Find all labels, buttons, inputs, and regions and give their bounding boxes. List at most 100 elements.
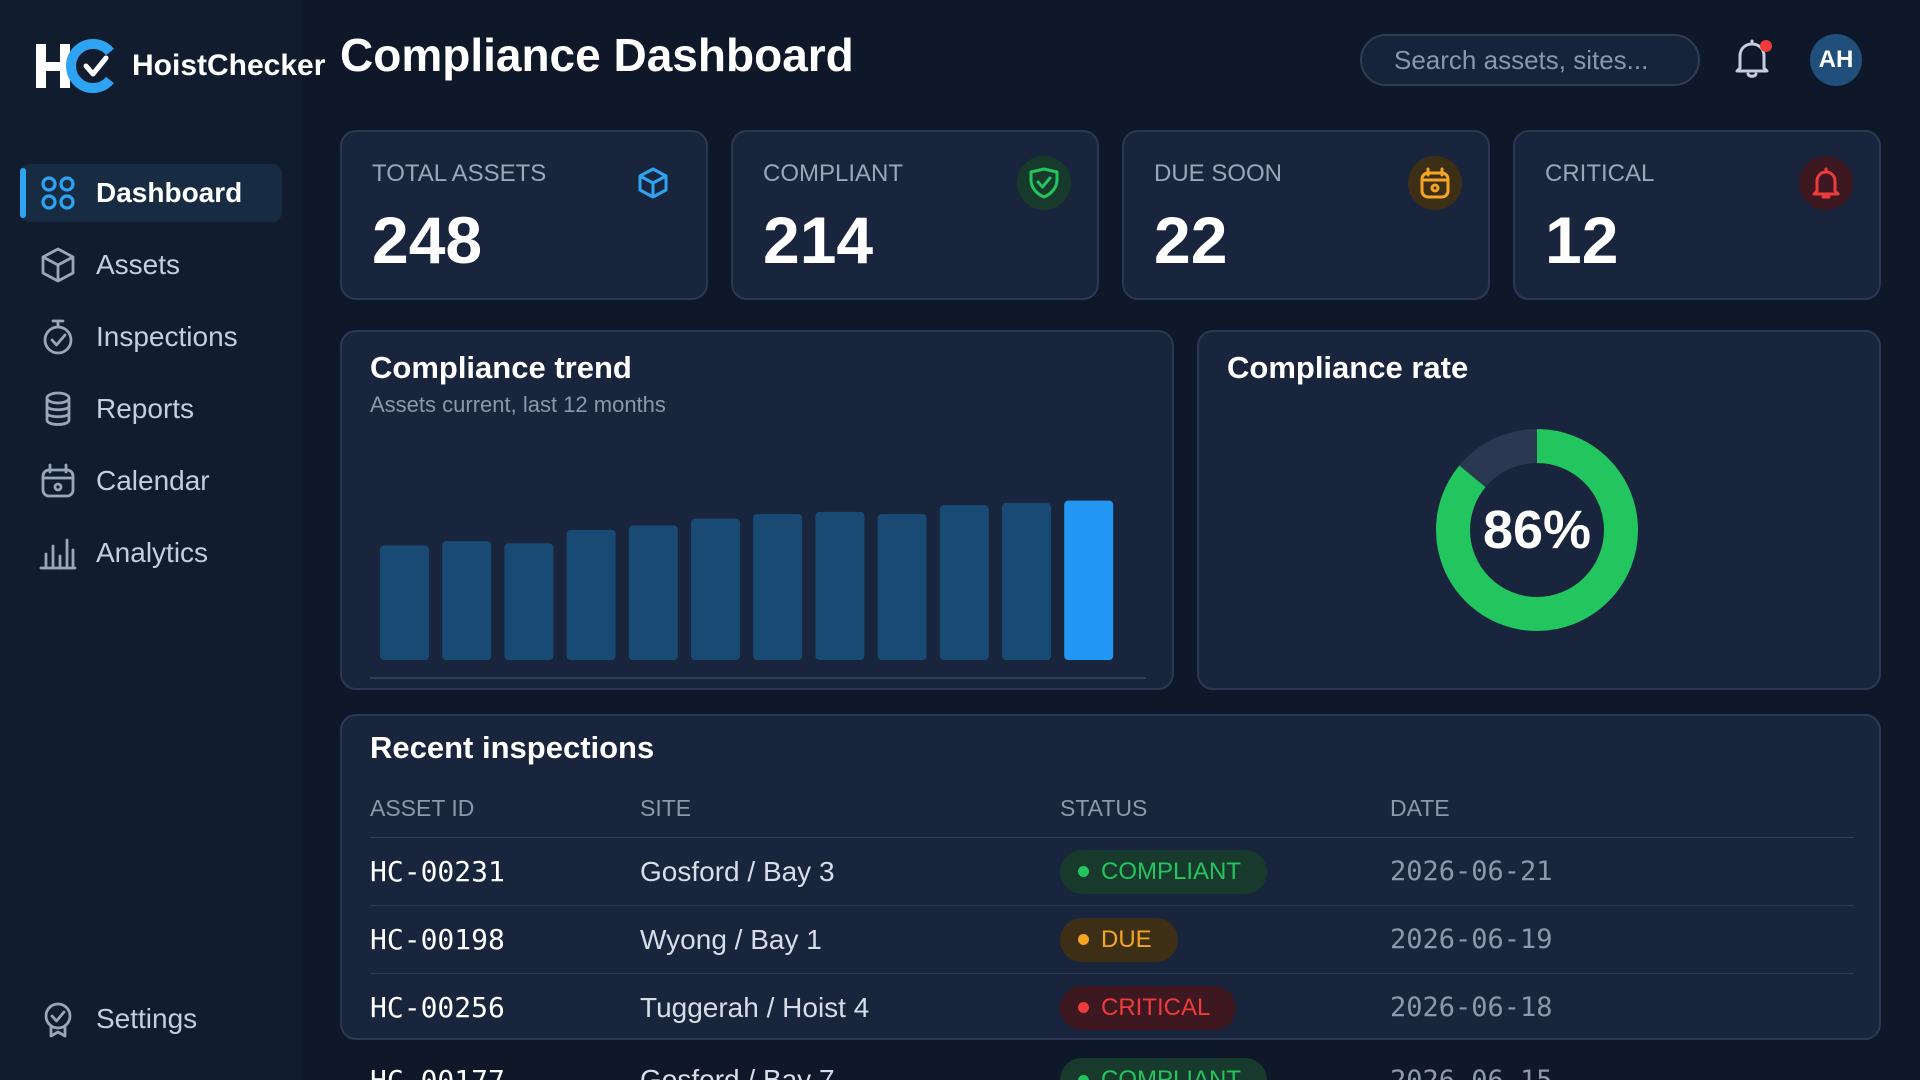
inspections-table: ASSET ID SITE STATUS DATE HC-00231 Gosfo… xyxy=(370,780,1854,1038)
compliance-trend-card: Compliance trend Assets current, last 12… xyxy=(340,330,1174,690)
status-badge: CRITICAL xyxy=(1060,985,1237,1030)
cube-icon xyxy=(38,245,78,285)
search-box[interactable] xyxy=(1360,34,1729,86)
status-badge-label: COMPLIANT xyxy=(1101,857,1242,885)
avatar-initials: AH xyxy=(1818,46,1854,73)
status-badge-label: CRITICAL xyxy=(1101,993,1211,1021)
status-dot xyxy=(1078,1074,1089,1080)
sidebar-item-label: Reports xyxy=(96,393,195,424)
trend-bar[interactable] xyxy=(566,529,616,660)
bell-icon xyxy=(1735,39,1769,78)
sidebar-item-inspections[interactable]: Inspections xyxy=(20,308,282,366)
grid-icon xyxy=(38,173,78,213)
compliance-rate-donut: 86% xyxy=(1436,429,1638,631)
donut-segment-compliant[interactable] xyxy=(1436,429,1638,631)
date-cell: 2026-06-19 xyxy=(1390,924,1553,955)
asset-id-cell[interactable]: HC-00177 xyxy=(370,1063,505,1080)
stat-label: CRITICAL xyxy=(1545,160,1655,187)
sidebar-nav: Dashboard Assets Inspections xyxy=(20,164,282,596)
calendar-icon xyxy=(1408,156,1462,210)
trend-bar[interactable] xyxy=(504,543,554,660)
trend-title: Compliance trend xyxy=(370,350,632,385)
notifications-button[interactable] xyxy=(1730,36,1774,80)
compliance-trend-chart xyxy=(370,500,1146,679)
bar-chart-icon xyxy=(38,533,78,573)
date-cell: 2026-06-15 xyxy=(1390,1064,1553,1080)
status-dot xyxy=(1078,934,1089,945)
sidebar-item-label: Inspections xyxy=(96,321,238,352)
column-header-status[interactable]: STATUS xyxy=(1060,795,1148,821)
table-row[interactable]: HC-00256 Tuggerah / Hoist 4 CRITICAL 202… xyxy=(370,974,1854,1038)
stat-label: TOTAL ASSETS xyxy=(372,160,547,187)
column-header-site[interactable]: SITE xyxy=(640,795,692,821)
stat-label: COMPLIANT xyxy=(763,160,904,187)
rate-title: Compliance rate xyxy=(1227,350,1469,385)
site-cell: Gosford / Bay 3 xyxy=(640,855,835,887)
site-cell: Gosford / Bay 7 xyxy=(640,1064,835,1080)
sidebar: HoistChecker Dashboard Assets xyxy=(0,0,325,1080)
stat-value: 214 xyxy=(763,203,874,277)
sidebar-settings: Settings xyxy=(20,990,282,1062)
trend-bar[interactable] xyxy=(380,545,429,660)
brand-name: HoistChecker xyxy=(132,49,326,82)
sidebar-item-assets[interactable]: Assets xyxy=(20,236,282,294)
avatar[interactable]: AH xyxy=(1810,34,1862,86)
sidebar-item-calendar[interactable]: Calendar xyxy=(20,452,282,510)
asset-id-cell[interactable]: HC-00231 xyxy=(370,855,505,888)
trend-bar[interactable] xyxy=(939,505,989,660)
recent-inspections-card: Recent inspections ASSET ID SITE STATUS … xyxy=(340,714,1881,1040)
compliance-rate-card: Compliance rate 86% xyxy=(1197,330,1881,690)
search-input[interactable] xyxy=(1394,44,1729,76)
sidebar-item-label: Dashboard xyxy=(96,177,243,208)
trend-bar[interactable] xyxy=(442,541,492,660)
page-title: Compliance Dashboard xyxy=(340,29,854,81)
shield-check-icon xyxy=(1017,156,1071,210)
stat-value: 12 xyxy=(1545,203,1619,277)
site-cell: Wyong / Bay 1 xyxy=(640,923,822,955)
cube-icon xyxy=(626,156,680,210)
trend-subtitle: Assets current, last 12 months xyxy=(370,392,666,417)
asset-id-cell[interactable]: HC-00198 xyxy=(370,923,505,956)
brand-logo-icon xyxy=(36,39,114,93)
sidebar-item-label: Calendar xyxy=(96,465,210,496)
table-row[interactable]: HC-00231 Gosford / Bay 3 COMPLIANT 2026-… xyxy=(370,838,1854,906)
sidebar-item-settings[interactable]: Settings xyxy=(20,990,282,1048)
column-header-date[interactable]: DATE xyxy=(1390,795,1450,821)
trend-bar[interactable] xyxy=(877,514,927,660)
brand[interactable]: HoistChecker xyxy=(34,38,325,94)
stat-card-compliant: COMPLIANT 214 xyxy=(731,130,1099,300)
shield-check-icon xyxy=(38,317,78,357)
site-cell: Tuggerah / Hoist 4 xyxy=(640,991,870,1023)
status-cell: COMPLIANT xyxy=(1060,849,1390,894)
status-cell: DUE xyxy=(1060,917,1390,962)
status-dot xyxy=(1078,866,1089,877)
trend-bar[interactable] xyxy=(628,525,678,660)
sidebar-item-analytics[interactable]: Analytics xyxy=(20,524,282,582)
sidebar-item-reports[interactable]: Reports xyxy=(20,380,282,438)
trend-bar[interactable] xyxy=(1064,500,1114,660)
status-badge-label: COMPLIANT xyxy=(1101,1066,1242,1080)
status-badge-label: DUE xyxy=(1101,925,1152,953)
trend-bar[interactable] xyxy=(691,518,740,660)
bell-icon xyxy=(1799,156,1853,210)
status-badge: COMPLIANT xyxy=(1060,1058,1268,1080)
stat-card-due-soon: DUE SOON 22 xyxy=(1122,130,1490,300)
trend-bar[interactable] xyxy=(753,514,803,660)
trend-bar[interactable] xyxy=(1002,502,1051,660)
sidebar-item-dashboard[interactable]: Dashboard xyxy=(20,164,282,222)
date-cell: 2026-06-18 xyxy=(1390,992,1553,1023)
inspections-title: Recent inspections xyxy=(370,730,655,765)
asset-id-cell[interactable]: HC-00256 xyxy=(370,991,505,1024)
sidebar-item-label: Analytics xyxy=(96,537,209,568)
stat-value: 22 xyxy=(1154,203,1228,277)
trend-bar[interactable] xyxy=(815,511,865,660)
calendar-icon xyxy=(38,461,78,501)
status-dot xyxy=(1078,1002,1089,1013)
stat-label: DUE SOON xyxy=(1154,160,1283,187)
table-row[interactable]: HC-00198 Wyong / Bay 1 DUE 2026-06-19 xyxy=(370,906,1854,974)
status-cell: CRITICAL xyxy=(1060,985,1390,1030)
table-row[interactable]: HC-00177 Gosford / Bay 7 COMPLIANT 2026-… xyxy=(370,1050,1854,1080)
column-header-asset-id[interactable]: ASSET ID xyxy=(370,795,475,821)
sidebar-item-label: Settings xyxy=(96,1003,198,1034)
